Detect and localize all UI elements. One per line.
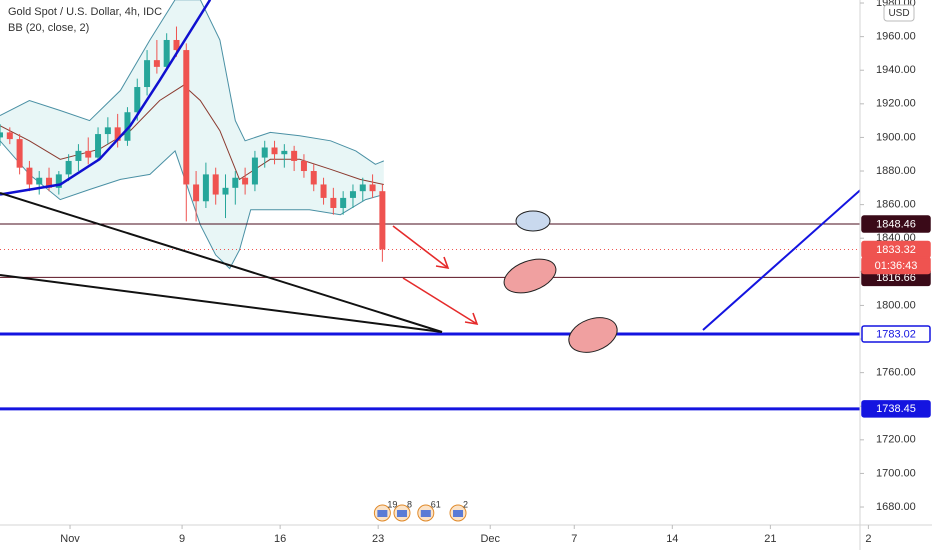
y-tick-label: 1960.00 xyxy=(876,31,916,43)
x-tick-label: Dec xyxy=(480,533,500,545)
ellipse xyxy=(568,317,618,353)
event-count: 2 xyxy=(463,499,468,509)
price-label: 1783.02 xyxy=(876,328,916,340)
event-flag xyxy=(420,510,431,517)
y-tick-label: 1800.00 xyxy=(876,299,916,311)
candle-body xyxy=(144,60,151,88)
price-label-box xyxy=(861,325,931,343)
price-label-box xyxy=(861,400,931,418)
drawings xyxy=(0,188,860,353)
candle-body xyxy=(114,127,121,141)
candle-body xyxy=(271,147,278,155)
y-tick-label: 1860.00 xyxy=(876,199,916,211)
candle-body xyxy=(340,197,347,208)
axes: 1680.001700.001720.001740.001760.001780.… xyxy=(60,0,931,545)
price-label: 1848.46 xyxy=(876,218,916,230)
y-tick-label: 1700.00 xyxy=(876,467,916,479)
x-tick-label: 14 xyxy=(666,533,678,545)
candle-body xyxy=(153,60,160,67)
x-tick-label: 9 xyxy=(179,533,185,545)
overlay-line xyxy=(0,140,384,270)
candle-body xyxy=(163,39,170,67)
candle-body xyxy=(222,187,229,195)
overlay-line xyxy=(0,84,384,185)
candle-body xyxy=(26,167,33,185)
x-tick-label: 21 xyxy=(764,533,776,545)
price-label: 1816.66 xyxy=(876,272,916,284)
y-tick-label: 1680.00 xyxy=(876,501,916,513)
ellipse xyxy=(515,210,551,232)
x-tick-label: 16 xyxy=(274,533,286,545)
candle-body xyxy=(193,184,200,202)
candle-body xyxy=(330,197,337,208)
ellipse xyxy=(503,258,557,294)
candle-body xyxy=(75,150,82,161)
candle-body xyxy=(55,174,62,188)
candle-body xyxy=(251,157,258,185)
candle-body xyxy=(134,87,141,113)
candle-body xyxy=(212,174,219,195)
candle-body xyxy=(85,150,92,158)
candle-body xyxy=(0,132,3,138)
event-count: 8 xyxy=(407,499,412,509)
x-tick-label: 2 xyxy=(865,533,871,545)
price-label: 01:36:43 xyxy=(875,260,918,272)
candle-body xyxy=(261,147,268,158)
candle-body xyxy=(65,160,72,175)
indicator-label: BB (20, close, 2) xyxy=(8,22,89,34)
overlay-line xyxy=(0,0,384,165)
candle-body xyxy=(291,150,298,161)
event-flag xyxy=(377,510,388,517)
event-flag xyxy=(396,510,407,517)
event-count: 61 xyxy=(431,499,441,509)
price-label-box xyxy=(861,215,931,233)
candle-body xyxy=(46,177,53,188)
y-tick-label: 1900.00 xyxy=(876,131,916,143)
candle-body xyxy=(104,127,111,135)
candle-body xyxy=(95,134,102,158)
candle-body xyxy=(232,177,239,188)
candle-body xyxy=(300,160,307,172)
price-label: 1833.32 xyxy=(876,244,916,256)
bb-fill xyxy=(0,0,384,269)
price-label: 1738.45 xyxy=(876,403,916,415)
currency-badge[interactable] xyxy=(883,4,915,22)
candle-body xyxy=(369,184,376,192)
x-tick-label: Nov xyxy=(60,533,80,545)
trend-line xyxy=(0,192,443,333)
event-flag xyxy=(453,510,464,517)
candle-body xyxy=(379,191,386,250)
trend-line xyxy=(0,274,443,333)
overlay-line xyxy=(0,0,212,196)
candle-body xyxy=(359,184,366,192)
y-tick-label: 1920.00 xyxy=(876,98,916,110)
event-count: 19 xyxy=(387,499,397,509)
y-tick-label: 1760.00 xyxy=(876,367,916,379)
trend-line xyxy=(702,188,860,331)
x-tick-label: 7 xyxy=(571,533,577,545)
candle-body xyxy=(124,112,131,141)
candle-body xyxy=(6,132,13,140)
y-tick-label: 1720.00 xyxy=(876,434,916,446)
y-tick-label: 1880.00 xyxy=(876,165,916,177)
candle-body xyxy=(242,177,249,185)
plot-area xyxy=(0,0,860,411)
chart-title: Gold Spot / U.S. Dollar, 4h, IDC xyxy=(8,6,162,18)
x-tick-label: 23 xyxy=(372,533,384,545)
y-tick-label: 1980.00 xyxy=(876,0,916,9)
candle-body xyxy=(202,174,209,202)
price-label-box xyxy=(861,256,931,275)
candle-body xyxy=(16,139,23,168)
candle-body xyxy=(310,171,317,185)
candle-body xyxy=(173,39,180,51)
candle-body xyxy=(349,191,356,198)
arrow xyxy=(392,225,479,326)
y-tick-label: 1940.00 xyxy=(876,64,916,76)
candle-body xyxy=(281,150,288,155)
candle-body xyxy=(320,184,327,198)
candle-body xyxy=(183,50,190,185)
candle-body xyxy=(36,177,43,185)
currency-label: USD xyxy=(888,8,909,19)
